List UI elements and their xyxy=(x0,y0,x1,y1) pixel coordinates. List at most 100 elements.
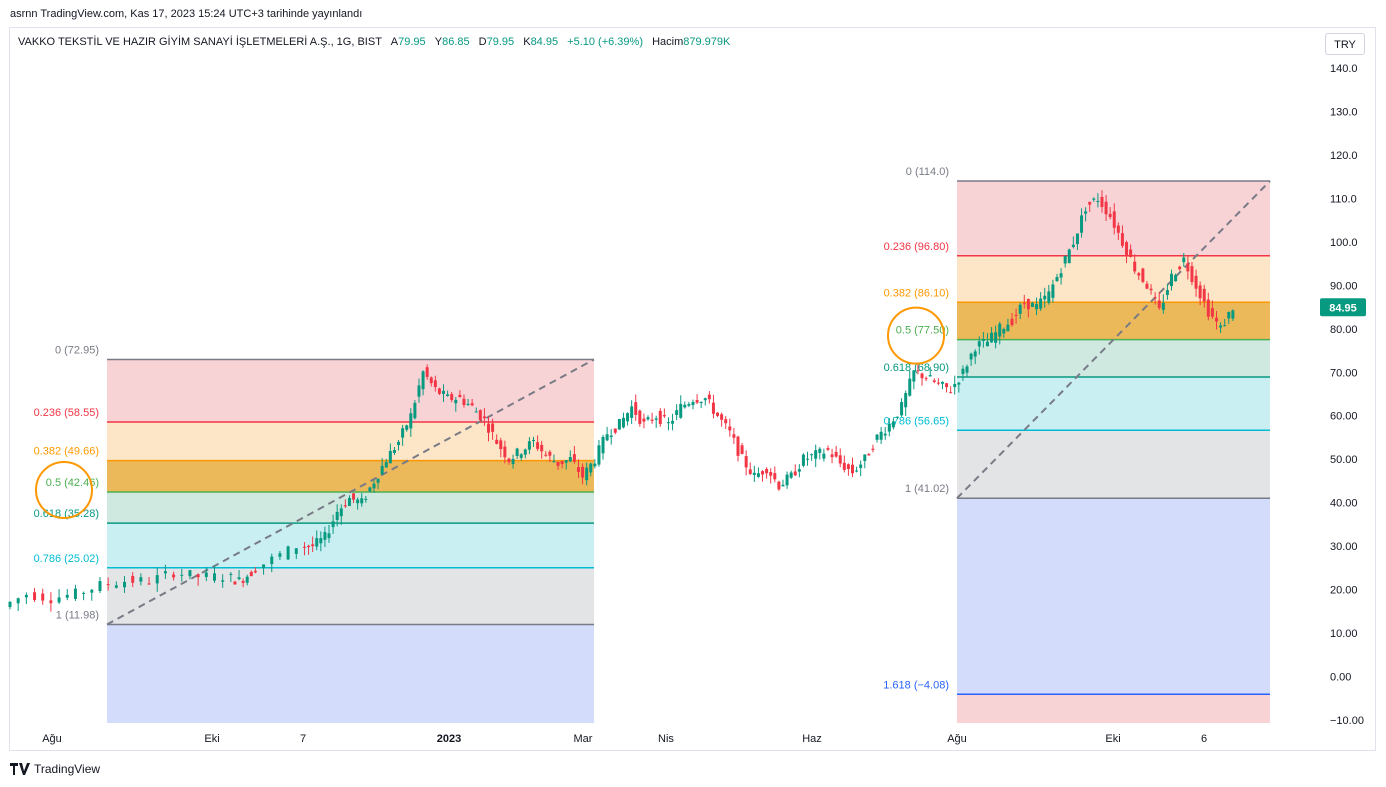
candle-body xyxy=(249,571,253,577)
candle-body xyxy=(544,454,548,456)
candle-body xyxy=(732,434,736,438)
candle-body xyxy=(642,418,646,422)
candle-body xyxy=(1174,275,1178,282)
candle-body xyxy=(1084,211,1088,214)
y-axis-tick: 120.0 xyxy=(1330,150,1358,162)
fib-trend-line-0 xyxy=(106,358,595,626)
candle-body xyxy=(1202,288,1206,302)
currency-button[interactable]: TRY xyxy=(1325,33,1365,55)
candle-body xyxy=(785,474,789,486)
candle-body xyxy=(936,382,940,384)
candle-body xyxy=(442,390,446,394)
candle-body xyxy=(405,425,409,430)
symbol-title: VAKKO TEKSTİL VE HAZIR GİYİM SANAYİ İŞLE… xyxy=(18,36,382,48)
candle-body xyxy=(863,454,867,462)
brand-name: TradingView xyxy=(34,762,101,776)
fib-label-1-0.382: 0.382 (86.10) xyxy=(884,287,949,299)
tradingview-logo-icon xyxy=(10,763,30,775)
candle-body xyxy=(552,461,556,463)
candle-body xyxy=(654,418,658,420)
candle-body xyxy=(1116,225,1120,233)
candle-body xyxy=(568,457,572,462)
candle-body xyxy=(343,505,347,507)
candle-body xyxy=(617,419,621,430)
y-axis-tick: 90.00 xyxy=(1330,280,1358,292)
candle-body xyxy=(777,481,781,490)
candle-body xyxy=(454,399,458,404)
candle-body xyxy=(630,406,634,418)
candle-body xyxy=(16,598,20,604)
candle-body xyxy=(838,455,842,464)
candle-body xyxy=(801,454,805,466)
candle-body xyxy=(961,368,965,375)
x-axis-tick: Eki xyxy=(1105,733,1120,745)
candle-body xyxy=(1170,273,1174,287)
candle-body xyxy=(180,574,184,576)
candle-body xyxy=(1002,328,1006,334)
candle-body xyxy=(1145,283,1149,289)
candle-body xyxy=(748,469,752,474)
x-axis-tick: Mar xyxy=(574,733,593,745)
candle-body xyxy=(352,493,356,500)
candle-body xyxy=(977,341,981,347)
candle-body xyxy=(1063,255,1067,264)
candle-body xyxy=(1161,302,1165,310)
close-label: K xyxy=(523,36,531,48)
y-axis-tick: 100.0 xyxy=(1330,237,1358,249)
candle-body xyxy=(253,570,257,573)
candle-body xyxy=(1214,317,1218,322)
candle-body xyxy=(957,382,961,385)
candle-body xyxy=(875,434,879,440)
candle-body xyxy=(1059,273,1063,278)
candle-body xyxy=(895,416,899,418)
candle-body xyxy=(478,410,482,421)
candle-body xyxy=(319,538,323,544)
candle-body xyxy=(1112,211,1116,228)
fib-label-1-0: 0 (114.0) xyxy=(906,166,949,178)
candle-body xyxy=(810,454,814,456)
candle-body xyxy=(728,426,732,431)
candle-body xyxy=(814,450,818,459)
candle-body xyxy=(981,339,985,341)
candle-body xyxy=(1075,233,1079,245)
fib-zone-0-3 xyxy=(107,491,594,524)
candle-body xyxy=(495,439,499,444)
chart-frame[interactable] xyxy=(9,27,1376,751)
fib-zone-0-5 xyxy=(107,567,594,625)
y-axis-tick: 80.00 xyxy=(1330,324,1358,336)
candle-body xyxy=(761,471,765,475)
candle-body xyxy=(675,410,679,415)
candle-body xyxy=(908,378,912,396)
candle-body xyxy=(1129,249,1133,257)
candle-body xyxy=(1030,302,1034,307)
candle-body xyxy=(605,434,609,441)
candle-body xyxy=(331,521,335,528)
candle-body xyxy=(851,464,855,474)
candle-body xyxy=(315,538,319,547)
candle-body xyxy=(585,467,589,481)
candle-body xyxy=(540,444,544,452)
fib-label-1-1.618: 1.618 (−4.08) xyxy=(883,679,949,691)
y-axis-tick: 40.00 xyxy=(1330,498,1358,510)
x-axis-tick: Haz xyxy=(802,733,822,745)
tradingview-footer: TradingView xyxy=(10,762,100,776)
candle-body xyxy=(662,415,666,417)
candle-body xyxy=(928,375,932,377)
candle-body xyxy=(421,371,425,390)
fib-label-1-1: 1 (41.02) xyxy=(905,483,949,495)
candle-body xyxy=(413,402,417,419)
fib-label-0-0: 0 (72.95) xyxy=(55,344,99,356)
candle-body xyxy=(388,450,392,464)
candle-body xyxy=(867,454,871,456)
candle-body xyxy=(818,448,822,453)
candle-body xyxy=(41,593,45,601)
candle-body xyxy=(458,394,462,398)
candle-body xyxy=(740,445,744,454)
y-axis-tick: 10.00 xyxy=(1330,628,1358,640)
candle-body xyxy=(589,463,593,473)
candle-body xyxy=(392,450,396,454)
fib-label-1-0.236: 0.236 (96.80) xyxy=(884,241,949,253)
candle-body xyxy=(724,419,728,424)
candle-body xyxy=(311,544,315,547)
